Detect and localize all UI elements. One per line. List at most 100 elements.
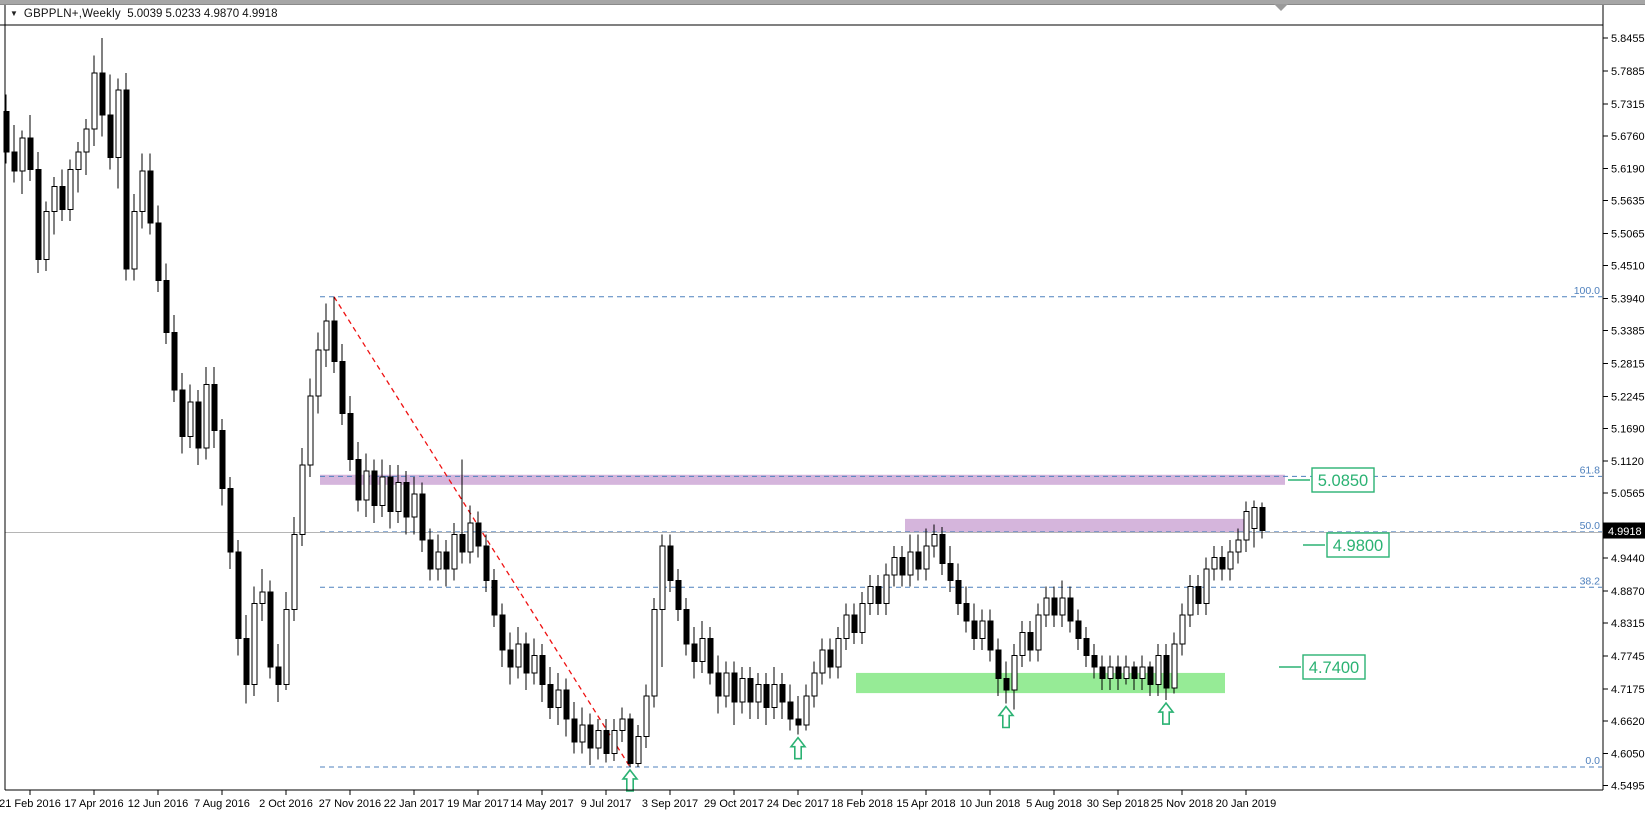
price-tag-box[interactable]	[1311, 467, 1375, 493]
y-axis-tick-label: 5.8455	[1611, 33, 1645, 45]
signal-arrows-layer[interactable]	[621, 701, 1175, 792]
candle	[667, 534, 674, 593]
y-axis-tick-label: 5.7885	[1611, 66, 1645, 78]
candle	[1099, 655, 1106, 691]
candle	[163, 263, 170, 345]
candle	[1251, 500, 1258, 548]
candle	[1115, 655, 1122, 691]
fib-level-label-50.0: 50.0	[1580, 520, 1601, 532]
candle	[275, 644, 282, 702]
zones-layer	[320, 474, 1285, 694]
chart-menu-arrow-icon[interactable]: ▼	[10, 9, 18, 18]
candle	[323, 303, 330, 368]
candle	[771, 667, 778, 720]
candle	[1259, 502, 1266, 539]
candle	[891, 545, 898, 587]
candle	[843, 603, 850, 650]
candle	[995, 638, 1002, 696]
y-axis-tick-label: 4.9440	[1611, 553, 1645, 565]
up-arrow-icon[interactable]	[789, 736, 807, 760]
candle	[571, 701, 578, 754]
candle	[627, 713, 634, 767]
candle	[723, 661, 730, 708]
candle	[3, 94, 10, 164]
candle	[483, 534, 490, 593]
candle	[907, 534, 914, 587]
candle	[1059, 580, 1066, 627]
candle	[603, 719, 610, 763]
x-axis-date-label: 20 Jan 2019	[1216, 798, 1277, 810]
candle	[787, 684, 794, 731]
candle	[619, 707, 626, 743]
candle	[1155, 644, 1162, 696]
x-axis-date-label: 19 Mar 2017	[447, 798, 509, 810]
y-axis-tick-label: 5.3385	[1611, 326, 1645, 338]
candle	[1211, 545, 1218, 581]
candle	[547, 667, 554, 720]
candle	[1163, 644, 1170, 701]
candle	[299, 447, 306, 546]
candle	[19, 130, 26, 195]
bid-price-tag: 4.9918	[1603, 522, 1645, 539]
zone-resistance-4.9800[interactable]	[905, 518, 1245, 533]
up-arrow-icon[interactable]	[997, 705, 1015, 729]
y-axis-price-scale[interactable]: 5.8455 5.7885 5.7315 5.6760 5.6190 5.5635 5.50…	[1603, 33, 1645, 793]
candle	[147, 153, 154, 235]
candle	[675, 569, 682, 621]
x-axis-date-scale[interactable]: 21 Feb 2016 17 Apr 2016 12 Jun 2016 7 Aug 2…	[0, 790, 1276, 810]
candle	[187, 384, 194, 448]
x-axis-date-label: 27 Nov 2016	[319, 798, 381, 810]
candle	[939, 526, 946, 575]
descending-trendline[interactable]	[333, 296, 631, 768]
price-tag-box[interactable]	[1326, 532, 1390, 558]
candle	[587, 713, 594, 766]
y-axis-tick-label: 5.6190	[1611, 164, 1645, 176]
fib-level-label-0.0: 0.0	[1585, 755, 1600, 767]
candle	[1075, 609, 1082, 650]
candle	[1243, 501, 1250, 552]
up-arrow-icon[interactable]	[1157, 701, 1175, 725]
up-arrow-icon[interactable]	[621, 768, 639, 792]
candle	[899, 545, 906, 587]
candle	[67, 159, 74, 222]
zone-support-4.7400[interactable]	[856, 672, 1225, 694]
price-tags-layer[interactable]: 5.0850 4.9800 4.7400	[1279, 467, 1390, 680]
price-tag-box[interactable]	[1302, 654, 1366, 680]
candle	[211, 367, 218, 448]
candle	[1043, 586, 1050, 627]
candle	[1235, 528, 1242, 564]
candle	[1123, 655, 1130, 685]
fib-level-label-61.8: 61.8	[1580, 464, 1601, 476]
x-axis-date-label: 30 Sep 2018	[1087, 798, 1149, 810]
candle	[531, 638, 538, 685]
zone-resistance-5.0850[interactable]	[320, 474, 1285, 485]
candle	[99, 38, 106, 137]
x-axis-date-label: 22 Jan 2017	[384, 798, 445, 810]
y-axis-tick-label: 5.4510	[1611, 261, 1645, 273]
candle	[171, 315, 178, 402]
candle	[979, 609, 986, 650]
candle	[747, 667, 754, 720]
price-tag-label: 5.0850	[1318, 472, 1368, 490]
candle	[1003, 661, 1010, 704]
x-axis-date-label: 29 Oct 2017	[704, 798, 764, 810]
candle	[1195, 574, 1202, 616]
candle	[651, 597, 658, 708]
candle	[835, 626, 842, 679]
candle	[827, 638, 834, 679]
candle	[347, 395, 354, 471]
y-axis-tick-label: 5.2815	[1611, 358, 1645, 370]
x-axis-date-label: 9 Jul 2017	[581, 798, 632, 810]
candle	[115, 78, 122, 189]
candle	[403, 470, 410, 535]
candle	[107, 74, 114, 170]
candle	[1187, 574, 1194, 627]
candle	[507, 632, 514, 685]
candle	[27, 115, 34, 181]
candle	[131, 194, 138, 281]
candle	[1219, 545, 1226, 581]
candle	[659, 534, 666, 668]
y-axis-tick-label: 4.5495	[1611, 781, 1645, 793]
chart-shift-marker-icon[interactable]	[1274, 4, 1288, 11]
